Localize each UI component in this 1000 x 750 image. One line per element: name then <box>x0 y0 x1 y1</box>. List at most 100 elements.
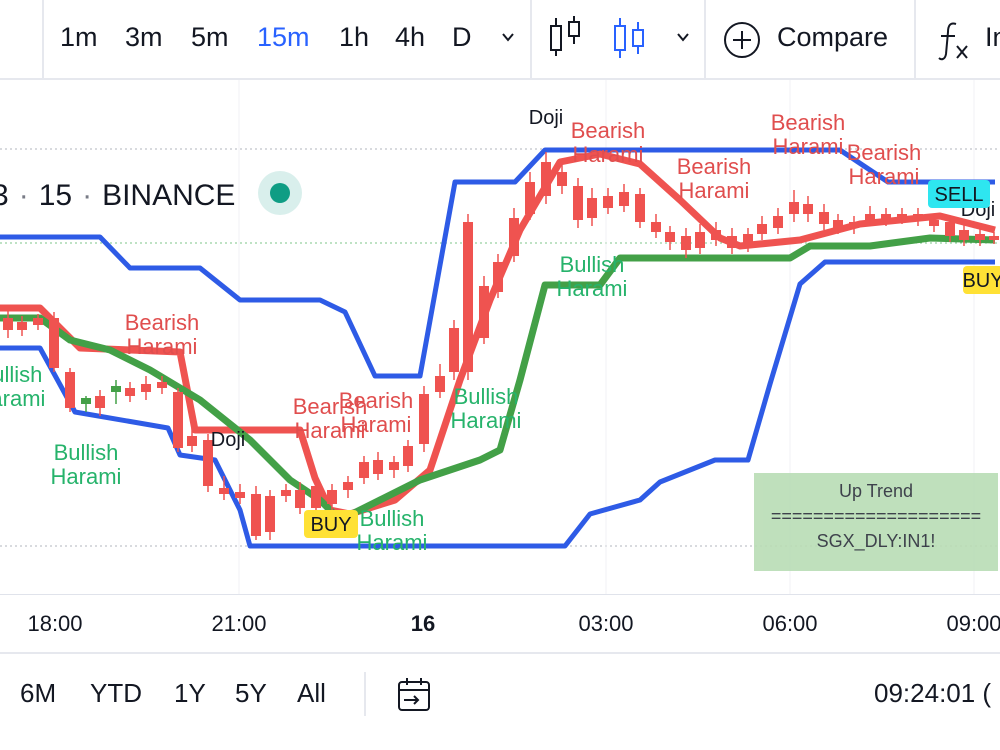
bullish-harami-label: Harami <box>451 408 522 433</box>
clock-display[interactable]: 09:24:01 ( <box>874 678 992 708</box>
candle-down <box>929 220 939 226</box>
trend-divider: ==================== <box>770 506 982 526</box>
timeframe-15m[interactable]: 15m <box>257 22 310 52</box>
bullish-harami-label: Bullish <box>454 384 519 409</box>
timeframe-d[interactable]: D <box>452 22 472 52</box>
bearish-harami-label: Bearish <box>125 310 200 335</box>
interval-label: 15 <box>38 179 73 212</box>
candle-down <box>757 224 767 234</box>
bearish-harami-label: Bearish <box>571 118 646 143</box>
bearish-harami-label: Harami <box>341 412 412 437</box>
candle-down <box>311 486 321 508</box>
chart-canvas: BearishHaramiBearishHaramiBearishHaramiB… <box>0 80 1000 594</box>
candle-down <box>525 182 535 214</box>
chevron-down-icon[interactable] <box>501 30 515 44</box>
bullish-harami-label: Bullish <box>0 362 42 387</box>
candle-down <box>635 194 645 222</box>
candle-up <box>111 386 121 392</box>
candlestick-icon[interactable] <box>611 14 647 62</box>
symbol-fragment: 3 <box>0 179 9 212</box>
timeframe-3m[interactable]: 3m <box>125 22 163 52</box>
time-tick: 09:00 <box>946 611 1000 636</box>
bullish-harami-label: Bullish <box>560 252 625 277</box>
range-all[interactable]: All <box>297 678 326 708</box>
lower-band-line <box>0 259 995 549</box>
time-tick: 21:00 <box>211 611 267 636</box>
bearish-harami-label: Bearish <box>339 388 414 413</box>
legend-separator: · <box>82 179 93 212</box>
range-5y[interactable]: 5Y <box>235 678 267 708</box>
candle-down <box>865 214 875 220</box>
buy-signal-label: BUY <box>310 514 351 536</box>
timeframe-1h[interactable]: 1h <box>339 22 370 52</box>
bearish-harami-label: Harami <box>573 142 644 167</box>
candle-down <box>203 440 213 486</box>
candle-down <box>403 446 413 466</box>
trend-info-box: Up Trend ==================== SGX_DLY:IN… <box>754 473 998 571</box>
range-6m[interactable]: 6M <box>20 678 57 708</box>
symbol-legend[interactable]: 3 · 15 · BINANCE <box>0 176 235 216</box>
bar-chart-icon[interactable] <box>548 14 584 60</box>
price-chart[interactable]: Bearish Harami Bearish Harami Bearish Harami B… <box>0 80 1000 594</box>
bullish-harami-label: Harami <box>0 386 45 411</box>
fx-icon[interactable] <box>936 18 972 62</box>
candle-down <box>897 214 907 218</box>
bearish-harami-label: Harami <box>295 418 366 443</box>
doji-label: Doji <box>529 107 563 129</box>
candle-down <box>849 222 859 228</box>
bearish-harami-label: Bearish <box>677 154 752 179</box>
bullish-harami-label: Harami <box>557 276 628 301</box>
bottom-divider <box>364 672 366 716</box>
time-tick: 06:00 <box>762 611 818 636</box>
indicators-button[interactable]: In <box>985 22 1000 52</box>
timeframe-5m[interactable]: 5m <box>191 22 229 52</box>
sell-signal-label: SELL <box>935 184 984 206</box>
candle-down <box>803 204 813 214</box>
range-ytd[interactable]: YTD <box>90 678 142 708</box>
candle-down <box>373 460 383 474</box>
candle-down <box>219 488 229 494</box>
timeframe-1m[interactable]: 1m <box>60 22 98 52</box>
toolbar-divider <box>530 0 532 78</box>
candle-down <box>541 162 551 196</box>
go-to-date-icon[interactable] <box>396 676 434 714</box>
candle-down <box>711 230 721 240</box>
time-tick-date: 16 <box>410 611 436 636</box>
pattern-labels-group: BearishHaramiBearishHaramiBearishHaramiB… <box>0 107 1000 555</box>
time-axis[interactable]: 18:00 21:00 16 03:00 06:00 09:00 <box>0 594 1000 652</box>
candle-down <box>389 462 399 470</box>
toolbar-divider <box>42 0 44 78</box>
legend-separator: · <box>18 179 29 212</box>
candle-down <box>65 372 75 408</box>
candle-down <box>651 222 661 232</box>
timeframe-4h[interactable]: 4h <box>395 22 426 52</box>
candle-down <box>789 202 799 214</box>
candle-down <box>819 212 829 224</box>
time-tick: 18:00 <box>27 611 83 636</box>
candle-down <box>833 220 843 228</box>
bottom-bar: 6M YTD 1Y 5Y All 09:24:01 ( <box>0 652 1000 750</box>
candle-down <box>343 482 353 490</box>
trend-title: Up Trend <box>838 481 914 501</box>
candle-down <box>587 198 597 218</box>
candle-down <box>17 322 27 330</box>
candle-up <box>81 398 91 404</box>
candle-down <box>235 492 245 498</box>
plus-circle-icon[interactable] <box>722 20 762 60</box>
upper-band-line <box>0 147 995 379</box>
candles-group <box>3 152 999 540</box>
candle-down <box>251 494 261 536</box>
chevron-down-icon[interactable] <box>676 30 690 44</box>
candle-down <box>509 218 519 256</box>
candle-down <box>695 232 705 248</box>
compare-button[interactable]: Compare <box>777 22 889 52</box>
candle-down <box>603 196 613 208</box>
market-status-icon[interactable] <box>258 171 302 215</box>
range-1y[interactable]: 1Y <box>174 678 206 708</box>
candle-down <box>187 436 197 446</box>
candle-down <box>3 318 13 330</box>
candle-down <box>173 392 183 448</box>
candle-down <box>33 318 43 325</box>
candle-down <box>959 230 969 240</box>
bullish-harami-label: Harami <box>51 464 122 489</box>
